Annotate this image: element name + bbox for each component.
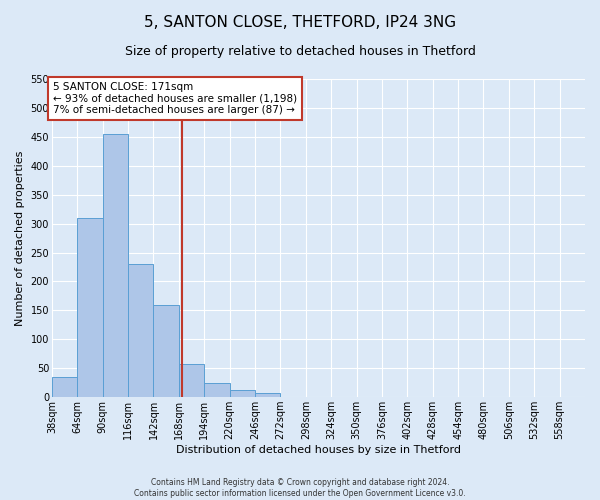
Bar (204, 382, 230, 397)
Bar (255, 392, 280, 397)
Bar (280, 396, 306, 397)
Text: Contains HM Land Registry data © Crown copyright and database right 2024.
Contai: Contains HM Land Registry data © Crown c… (134, 478, 466, 498)
X-axis label: Distribution of detached houses by size in Thetford: Distribution of detached houses by size … (176, 445, 461, 455)
Bar (534, 396, 560, 397)
Y-axis label: Number of detached properties: Number of detached properties (15, 150, 25, 326)
Bar (560, 396, 585, 397)
Bar (230, 390, 255, 397)
Bar (128, 264, 154, 397)
Text: 5, SANTON CLOSE, THETFORD, IP24 3NG: 5, SANTON CLOSE, THETFORD, IP24 3NG (144, 15, 456, 30)
Bar (103, 134, 128, 397)
Bar (433, 396, 458, 397)
Bar (52, 377, 77, 397)
Bar (179, 364, 204, 397)
Text: Size of property relative to detached houses in Thetford: Size of property relative to detached ho… (125, 45, 475, 58)
Bar (356, 396, 382, 397)
Text: 5 SANTON CLOSE: 171sqm
← 93% of detached houses are smaller (1,198)
7% of semi-d: 5 SANTON CLOSE: 171sqm ← 93% of detached… (53, 82, 297, 115)
Bar (77, 218, 103, 397)
Bar (154, 304, 179, 397)
Bar (331, 396, 356, 397)
